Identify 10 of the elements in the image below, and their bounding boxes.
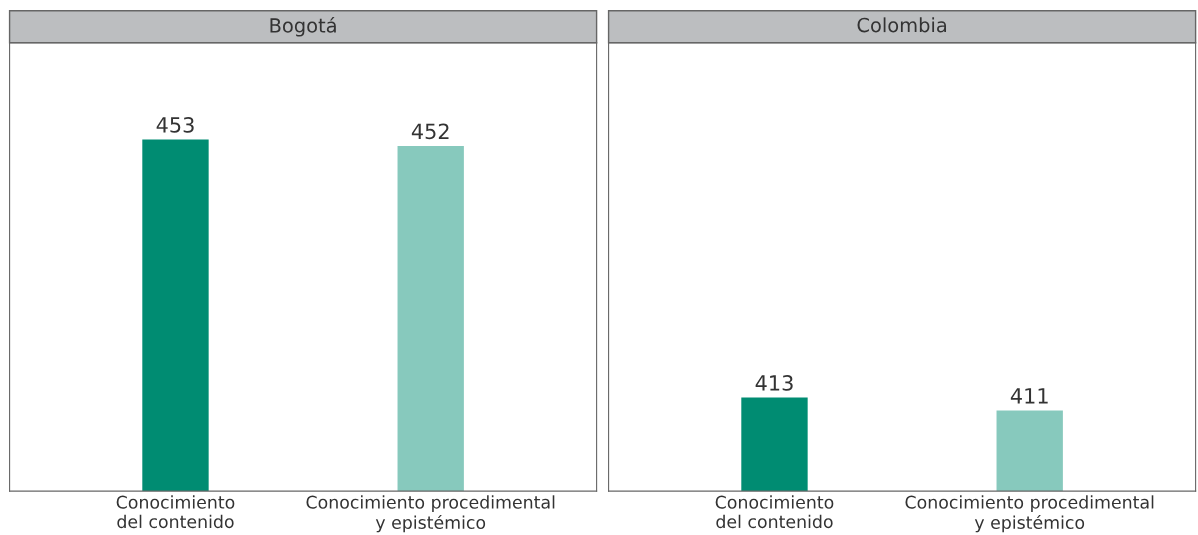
data-label: 411: [1010, 388, 1048, 404]
x-tick-label: Conocimiento del contenido: [116, 495, 235, 529]
x-tick-label: Conocimiento procedimental y epistémico: [905, 495, 1154, 533]
chart-title: Colombia: [857, 17, 947, 33]
data-label: 452: [411, 123, 449, 140]
data-label: 453: [156, 116, 194, 133]
data-label: 413: [755, 375, 793, 391]
chart-title: Bogotá: [270, 16, 336, 37]
x-tick-label: Conocimiento procedimental y epistémico: [306, 495, 555, 533]
x-tick-label: Conocimiento del contenido: [715, 495, 834, 529]
